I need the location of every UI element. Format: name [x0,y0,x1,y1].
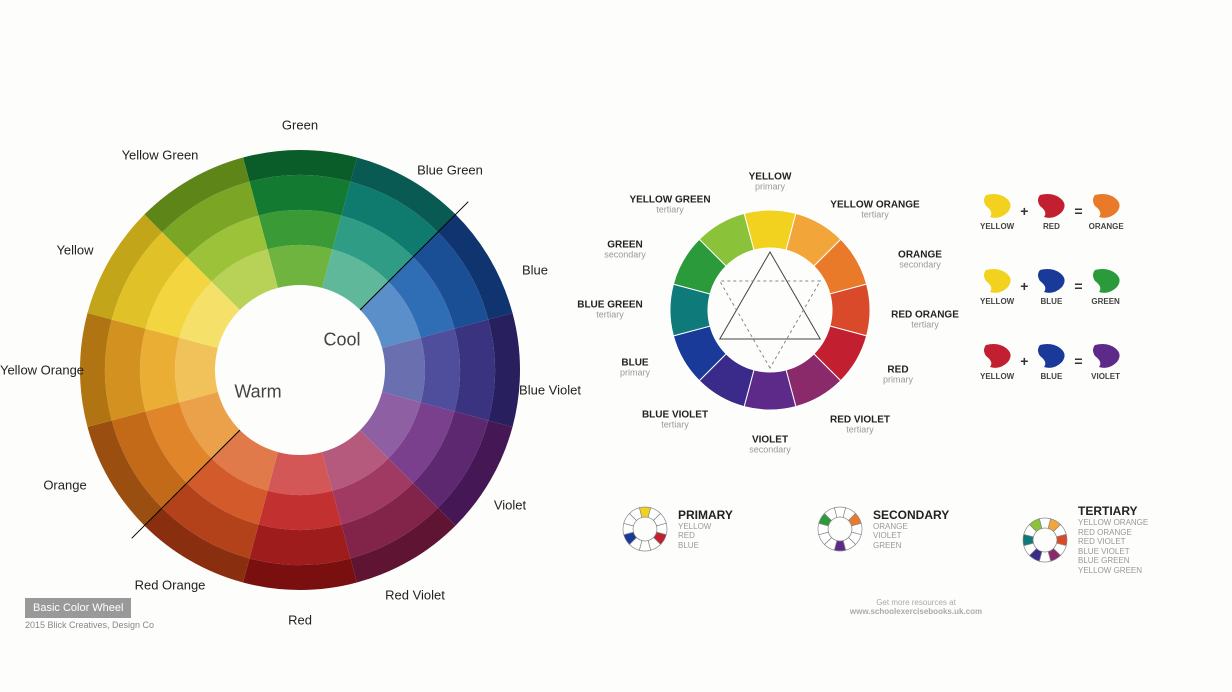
footer-line1: Get more resources at [876,598,956,607]
wheel-segment [250,175,351,215]
legend-mini-wheel [1020,515,1070,565]
color-label: Orange [43,478,86,493]
color-label: Red [288,613,312,628]
segment-label: BLUEprimary [620,358,650,379]
mix-row: YELLOW + BLUE = VIOLET [980,340,1123,381]
plus-icon: + [1020,203,1028,219]
warm-label: Warm [234,382,281,403]
credit-text: 2015 Blick Creatives, Design Co [25,620,154,630]
mix-input-b: RED [1034,190,1068,231]
plus-icon: + [1020,278,1028,294]
secondary-triangle [720,281,820,368]
color-label: Blue Green [417,163,483,178]
segment-label: BLUE VIOLETtertiary [642,410,708,431]
color-label: Yellow Green [122,148,199,163]
color-label: Yellow [56,243,93,258]
color-label: Blue [522,263,548,278]
legend-secondary: SECONDARYORANGEVIOLETGREEN [815,504,949,554]
mix-row: YELLOW + RED = ORANGE [980,190,1124,231]
primary-triangle [720,252,820,339]
right-color-wheel-svg [600,0,1232,692]
mix-row: YELLOW + BLUE = GREEN [980,265,1123,306]
segment-label: GREENsecondary [604,240,646,261]
segment-label: ORANGEsecondary [898,250,942,271]
wheel-segment [421,329,460,412]
segment-label: RED ORANGEtertiary [891,310,959,331]
mix-input-b: BLUE [1034,265,1068,306]
segment-label: YELLOWprimary [749,172,792,193]
mix-input-a: YELLOW [980,340,1014,381]
legend-tertiary: TERTIARYYELLOW ORANGERED ORANGERED VIOLE… [1020,504,1148,576]
mix-input-a: YELLOW [980,265,1014,306]
wheel-segment [382,338,425,403]
wheel-segment [105,320,145,421]
wheel-segment [268,452,333,495]
mix-result: ORANGE [1089,190,1124,231]
page-root: Green Blue Green Blue Blue Violet Violet Red … [0,0,1232,692]
title-badge: Basic Color Wheel [25,598,131,618]
wheel-segment [455,320,495,421]
wheel-segment [259,210,342,249]
color-label: Blue Violet [519,383,581,398]
plus-icon: + [1020,353,1028,369]
segment-label: RED VIOLETtertiary [830,415,890,436]
mix-input-a: YELLOW [980,190,1014,231]
cool-label: Cool [323,330,360,351]
legend-mini-wheel [620,504,670,554]
mix-result: GREEN [1089,265,1123,306]
color-label: Yellow Orange [0,363,84,378]
color-label: Red Violet [385,588,445,603]
wheel-segment [259,491,342,530]
equals-icon: = [1074,353,1082,369]
equals-icon: = [1074,203,1082,219]
wheel-segment [140,329,179,412]
basic-color-wheel-svg [0,0,600,692]
equals-icon: = [1074,278,1082,294]
color-theory-panel: YELLOWprimary YELLOW ORANGEtertiary ORANGE… [600,0,1232,692]
mix-input-b: BLUE [1034,340,1068,381]
footer-line2: www.schoolexercisebooks.uk.com [850,607,982,616]
segment-label: REDprimary [883,365,913,386]
color-label: Red Orange [135,578,206,593]
wheel-segment [175,338,218,403]
legend-primary: PRIMARYYELLOWREDBLUE [620,504,733,554]
footer-text: Get more resources at www.schoolexercise… [600,598,1232,616]
segment-label: VIOLETsecondary [749,435,791,456]
color-label: Green [282,118,318,133]
wheel-segment [268,245,333,288]
color-label: Violet [494,498,526,513]
basic-color-wheel-panel: Green Blue Green Blue Blue Violet Violet Red … [0,0,600,692]
legend-mini-wheel [815,504,865,554]
mix-result: VIOLET [1089,340,1123,381]
segment-label: YELLOW GREENtertiary [629,195,710,216]
segment-label: YELLOW ORANGEtertiary [830,200,919,221]
segment-label: BLUE GREENtertiary [577,300,643,321]
wheel-segment [250,525,351,565]
